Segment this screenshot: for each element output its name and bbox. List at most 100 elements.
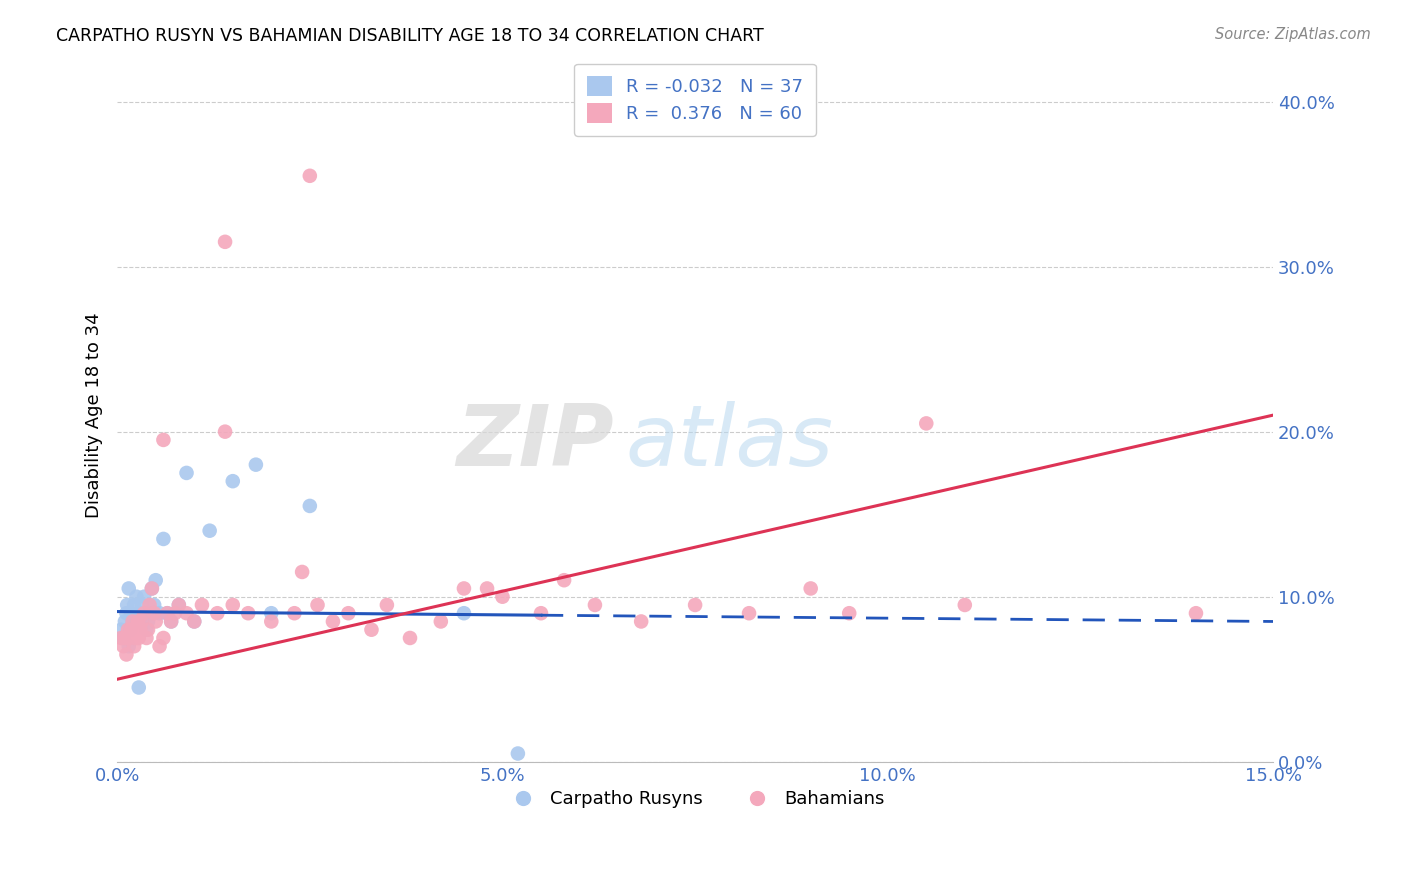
Point — [125, 631, 148, 645]
Point — [322, 615, 344, 629]
Point — [125, 623, 148, 637]
Point — [122, 639, 145, 653]
Text: Source: ZipAtlas.com: Source: ZipAtlas.com — [1215, 27, 1371, 42]
Point — [176, 606, 198, 620]
Point — [198, 524, 221, 538]
Point — [167, 598, 190, 612]
Point — [152, 433, 174, 447]
Point — [207, 606, 229, 620]
Point — [114, 631, 136, 645]
Point — [283, 606, 305, 620]
Point — [143, 598, 166, 612]
Point — [475, 582, 498, 596]
Point — [120, 623, 142, 637]
Point — [176, 466, 198, 480]
Point — [291, 565, 314, 579]
Point — [118, 639, 141, 653]
Point — [183, 615, 205, 629]
Point — [115, 598, 138, 612]
Point — [430, 615, 453, 629]
Point — [114, 615, 136, 629]
Point — [260, 606, 283, 620]
Point — [120, 623, 142, 637]
Point — [167, 598, 190, 612]
Point — [125, 590, 148, 604]
Point — [122, 598, 145, 612]
Point — [131, 615, 153, 629]
Point — [141, 582, 163, 596]
Point — [630, 615, 652, 629]
Point — [121, 615, 143, 629]
Point — [136, 615, 159, 629]
Point — [135, 631, 157, 645]
Point — [491, 590, 513, 604]
Point — [115, 648, 138, 662]
Point — [160, 615, 183, 629]
Point — [121, 615, 143, 629]
Point — [307, 598, 329, 612]
Point — [183, 615, 205, 629]
Point — [553, 573, 575, 587]
Point — [953, 598, 976, 612]
Point — [453, 606, 475, 620]
Point — [117, 623, 139, 637]
Text: atlas: atlas — [626, 401, 834, 484]
Point — [148, 639, 170, 653]
Point — [120, 606, 142, 620]
Point — [145, 573, 167, 587]
Point — [118, 582, 141, 596]
Point — [260, 615, 283, 629]
Point — [800, 582, 823, 596]
Point — [530, 606, 553, 620]
Point — [583, 598, 606, 612]
Point — [298, 499, 321, 513]
Point — [129, 606, 152, 620]
Point — [145, 615, 167, 629]
Point — [112, 639, 135, 653]
Point — [128, 631, 150, 645]
Point — [163, 606, 186, 620]
Point — [222, 474, 245, 488]
Legend: Carpatho Rusyns, Bahamians: Carpatho Rusyns, Bahamians — [498, 782, 891, 815]
Point — [134, 606, 156, 620]
Point — [238, 606, 260, 620]
Point — [156, 606, 179, 620]
Point — [738, 606, 761, 620]
Point — [138, 598, 160, 612]
Point — [141, 582, 163, 596]
Point — [399, 631, 422, 645]
Point — [245, 458, 267, 472]
Point — [127, 615, 149, 629]
Point — [915, 417, 938, 431]
Point — [191, 598, 214, 612]
Point — [128, 681, 150, 695]
Point — [129, 623, 152, 637]
Point — [136, 623, 159, 637]
Point — [143, 606, 166, 620]
Point — [118, 631, 141, 645]
Point — [506, 747, 529, 761]
Point — [214, 425, 236, 439]
Text: ZIP: ZIP — [457, 401, 614, 484]
Point — [152, 532, 174, 546]
Point — [298, 169, 321, 183]
Point — [222, 598, 245, 612]
Point — [110, 631, 132, 645]
Point — [148, 606, 170, 620]
Point — [838, 606, 860, 620]
Point — [115, 606, 138, 620]
Point — [683, 598, 706, 612]
Text: CARPATHO RUSYN VS BAHAMIAN DISABILITY AGE 18 TO 34 CORRELATION CHART: CARPATHO RUSYN VS BAHAMIAN DISABILITY AG… — [56, 27, 763, 45]
Point — [112, 631, 135, 645]
Point — [375, 598, 398, 612]
Point — [337, 606, 360, 620]
Point — [127, 615, 149, 629]
Point — [1185, 606, 1208, 620]
Point — [131, 598, 153, 612]
Point — [156, 606, 179, 620]
Point — [214, 235, 236, 249]
Point — [135, 623, 157, 637]
Point — [453, 582, 475, 596]
Point — [160, 615, 183, 629]
Y-axis label: Disability Age 18 to 34: Disability Age 18 to 34 — [86, 312, 103, 518]
